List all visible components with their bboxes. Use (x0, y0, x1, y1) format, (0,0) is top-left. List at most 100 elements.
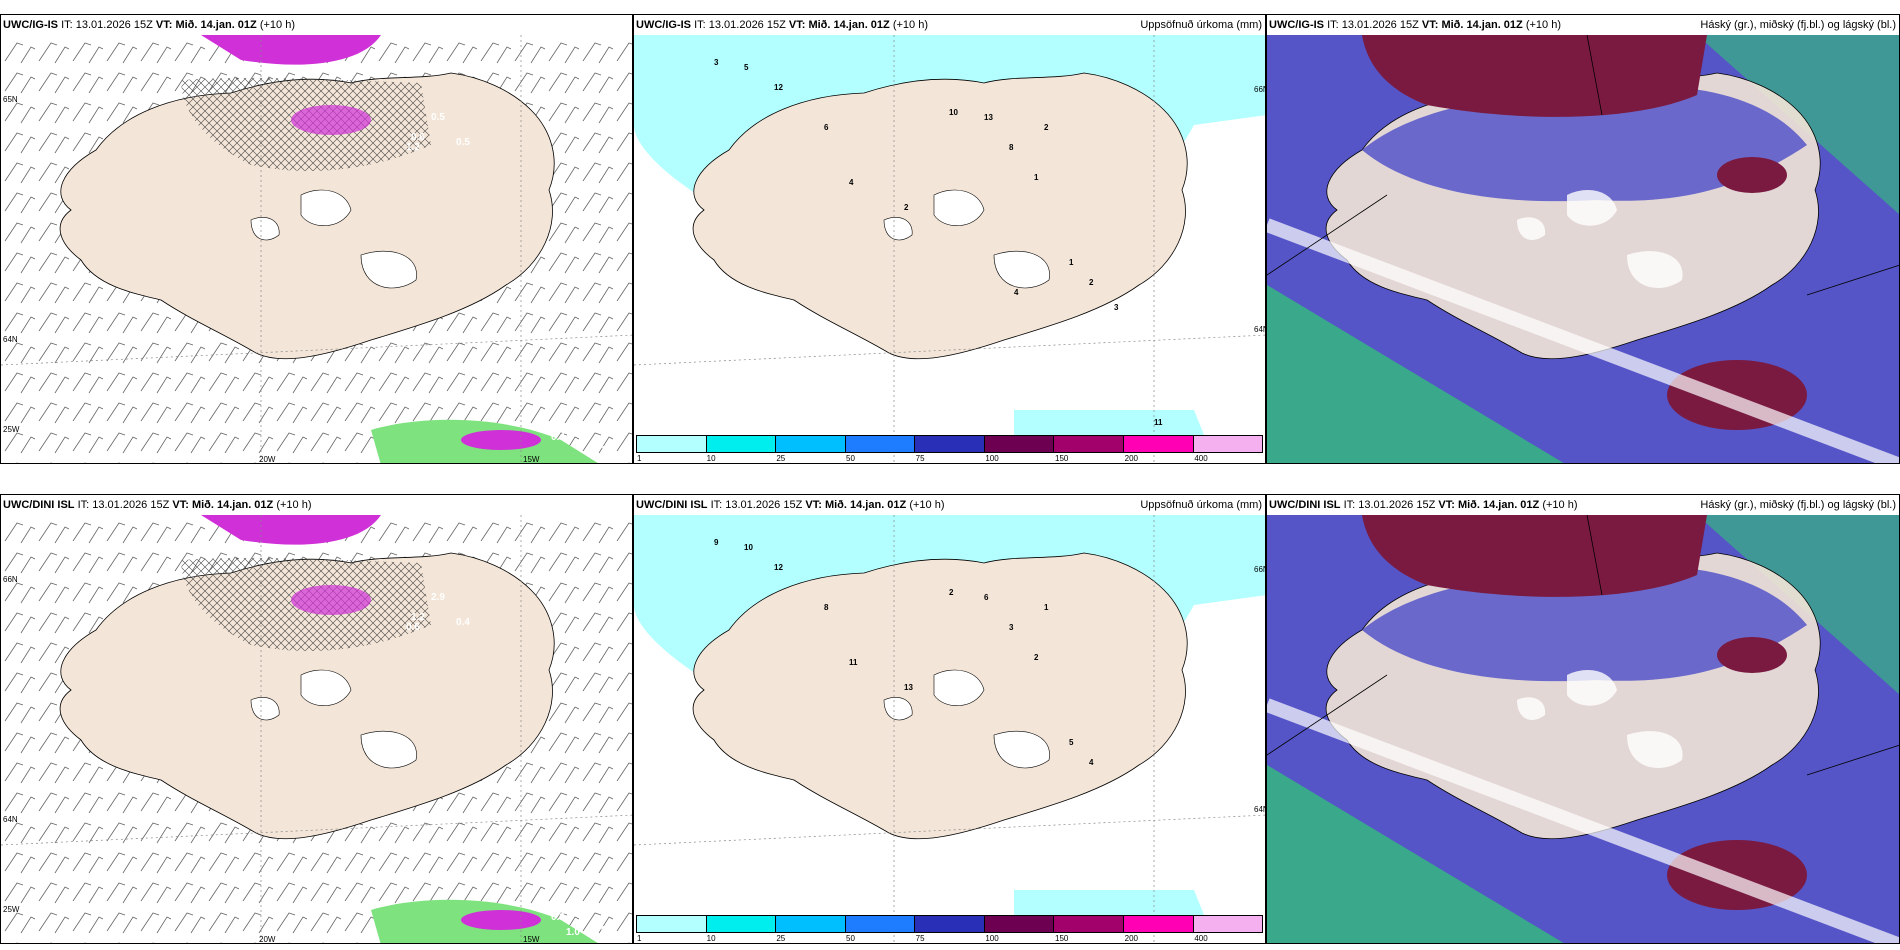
graticule-line (634, 814, 1265, 846)
value-label: 0.8 (601, 925, 615, 936)
clear-band (1267, 218, 1899, 463)
panel-header: UWC/DINI ISL IT: 13.01.2026 15Z VT: Mið.… (1267, 495, 1899, 515)
panel-header: UWC/DINI ISL IT: 13.01.2026 15Z VT: Mið.… (1, 495, 632, 515)
value-label: 4 (849, 178, 854, 187)
clear-sky-patch (1517, 697, 1546, 720)
grid-label: 66N (1254, 565, 1265, 574)
valid-time: Mið. 14.jan. 01Z (191, 499, 274, 511)
field-title: Uppsöfnuð úrkoma (mm) (1140, 499, 1262, 511)
model-label: UWC/DINI ISL (1269, 499, 1341, 511)
value-label: 2.9 (431, 592, 445, 603)
valid-time: Mið. 14.jan. 01Z (1457, 499, 1540, 511)
colorbar-bin (637, 916, 707, 932)
value-label: 2.8 (386, 542, 400, 553)
precip-magenta (461, 910, 541, 930)
colorbar-tick-label: 10 (706, 454, 716, 463)
valid-time: Mið. 14.jan. 01Z (1441, 19, 1523, 31)
mid-cloud-area (1362, 85, 1807, 202)
colorbar-tick-label: 25 (776, 454, 786, 463)
model-label: UWC/IG-IS (1269, 19, 1324, 31)
map-canvas (1267, 35, 1899, 463)
precip-magenta (461, 430, 541, 450)
colorbar-bin (637, 436, 707, 452)
value-label: 8 (824, 603, 829, 612)
precip-magenta (291, 105, 371, 135)
value-label: 6 (984, 593, 989, 602)
boundary-line (1267, 674, 1388, 756)
glacier (933, 669, 985, 706)
model-label: UWC/DINI ISL (636, 499, 708, 511)
value-label: 0.7 (386, 62, 400, 73)
clear-sky-patch (1567, 670, 1617, 706)
valid-time: Mið. 14.jan. 01Z (808, 19, 890, 31)
colorbar-tick-label: 150 (1055, 454, 1069, 463)
colorbar-bin (1123, 436, 1194, 452)
it-label: IT: (61, 19, 73, 31)
lead-time: (+10 h) (1525, 19, 1561, 31)
colorbar-tick-label: 10 (706, 934, 716, 943)
colorbar-tick-label: 100 (985, 454, 999, 463)
grid-label: 64N (3, 335, 18, 344)
map-panel-cloud: UWC/DINI ISL IT: 13.01.2026 15Z VT: Mið.… (1266, 494, 1900, 944)
value-label: 11 (849, 658, 858, 667)
glacier (883, 696, 913, 721)
grid-label: 20W (259, 455, 276, 464)
colorbar-bin (706, 916, 777, 932)
value-label: 9 (714, 538, 719, 547)
precip-area (1014, 410, 1204, 435)
valid-time: Mið. 14.jan. 01Z (175, 19, 257, 31)
value-label: 0.5 (431, 112, 445, 123)
value-label: 0.6 (406, 622, 420, 633)
boundary-line (1586, 515, 1603, 596)
value-label: 2 (1089, 278, 1094, 287)
value-label: 13 (984, 113, 993, 122)
value-label: 2 (949, 588, 954, 597)
colorbar-bin (776, 436, 846, 452)
value-label: 1.2 (601, 445, 615, 456)
vt-label: VT: (172, 499, 189, 511)
value-label: 0.4 (551, 432, 565, 443)
graticule-line (634, 334, 1265, 366)
lead-time: (+10 h) (909, 499, 945, 511)
high-cloud-area (1362, 515, 1707, 597)
init-time: 13.01.2026 15Z (725, 499, 803, 511)
value-label: 3 (714, 58, 719, 67)
boundary-line (1806, 744, 1899, 776)
colorbar-bin (1054, 436, 1124, 452)
glacier (360, 730, 417, 769)
vt-label: VT: (155, 19, 173, 31)
clear-sky-patch (1567, 190, 1617, 226)
colorbar-bin (845, 436, 916, 452)
lead-time: (+10 h) (259, 19, 295, 31)
colorbar-tick-label: 25 (776, 934, 786, 943)
colorbar-tick-label: 200 (1124, 934, 1139, 943)
colorbar-tick-label: 400 (1194, 454, 1208, 463)
panel-header: UWC/IG-IS IT: 13.01.2026 15Z VT: Mið. 14… (1267, 15, 1899, 35)
it-label: IT: (77, 499, 90, 511)
value-label: 11 (1154, 418, 1163, 427)
map-panel-precip: UWC/DINI ISL IT: 13.01.2026 15Z VT: Mið.… (633, 494, 1266, 944)
glacier (300, 189, 352, 226)
value-label: 13 (904, 683, 913, 692)
grid-label: 64N (3, 815, 18, 824)
map-panel-precip: UWC/IG-IS IT: 13.01.2026 15Z VT: Mið. 14… (633, 14, 1266, 464)
model-label: UWC/IG-IS (3, 19, 58, 31)
value-label: 0.5 (296, 65, 310, 76)
clear-band (1267, 698, 1899, 943)
precip-magenta (201, 35, 381, 65)
value-label: 2.5 (296, 545, 310, 556)
mid-cloud-area (1362, 565, 1807, 682)
colorbar-tick-label: 100 (985, 934, 999, 943)
it-label: IT: (694, 19, 706, 31)
value-label: 8 (1009, 143, 1014, 152)
precip-area (1014, 890, 1204, 915)
value-label: 0.4 (456, 617, 470, 628)
lead-time: (+10 h) (276, 499, 312, 511)
field-title: Háský (gr.), miðský (fj.bl.) og lágský (… (1700, 19, 1896, 31)
grid-label: 66N (1254, 85, 1265, 94)
grid-label: 64N (1254, 805, 1265, 814)
graticule-line (1, 334, 632, 366)
glacier (883, 216, 913, 241)
map-panel-wind: UWC/DINI ISL IT: 13.01.2026 15Z VT: Mið.… (0, 494, 633, 944)
